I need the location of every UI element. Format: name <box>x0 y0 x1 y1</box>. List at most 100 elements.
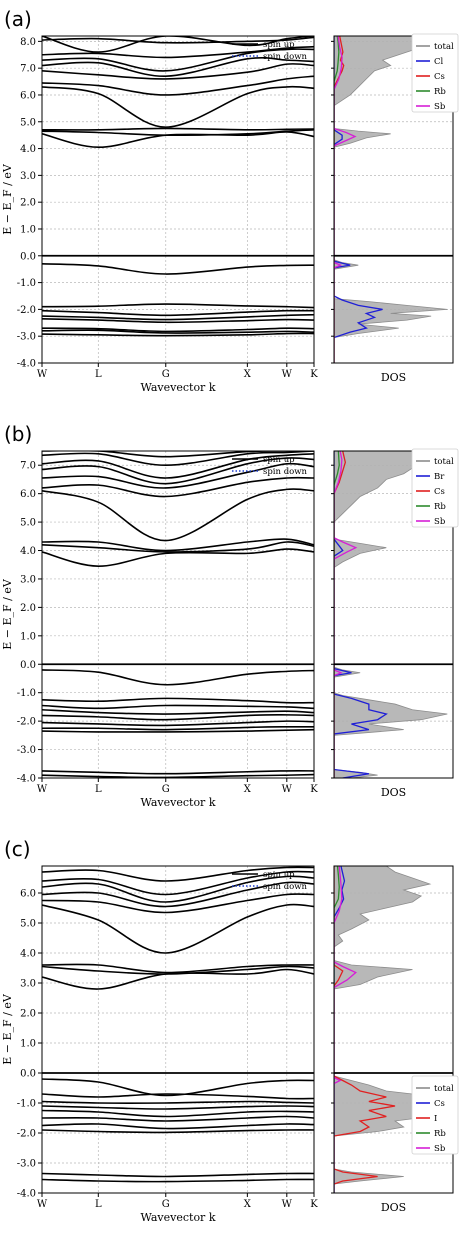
dos-partial-cl <box>334 36 383 339</box>
y-tick-label: 2.0 <box>20 1009 36 1020</box>
y-tick-label: 6.0 <box>20 90 36 101</box>
band-line <box>42 968 314 990</box>
y-tick-label: 0.0 <box>20 1069 36 1080</box>
band-line <box>42 870 314 896</box>
dos-partial-sb <box>334 866 357 1193</box>
band-line <box>42 1105 314 1110</box>
dos-axes-frame <box>333 35 454 364</box>
band-line <box>42 669 314 686</box>
band-legend: spin up spin down <box>232 40 308 62</box>
band-line <box>42 903 314 954</box>
dos-legend: total Cl Cs Rb Sb <box>411 33 459 113</box>
dos-legend-label: Rb <box>434 502 446 512</box>
band-legend-label: spin down <box>263 467 308 477</box>
bands <box>42 451 314 778</box>
band-line <box>42 317 314 324</box>
y-tick-label: -3.0 <box>17 332 36 343</box>
band-line <box>42 714 314 721</box>
y-tick-label: 1.0 <box>20 1039 36 1050</box>
band-line <box>42 881 314 908</box>
band-legend-label: spin up <box>263 40 295 50</box>
band-legend-label: spin down <box>263 52 308 62</box>
band-line <box>42 1093 314 1100</box>
dos-legend-box <box>411 33 459 113</box>
y-tick-label: 5.0 <box>20 518 36 529</box>
panel-label: (c) <box>4 837 31 861</box>
y-tick-label: 1.0 <box>20 224 36 235</box>
band-line <box>42 329 314 334</box>
y-tick-label: -3.0 <box>17 1159 36 1170</box>
band-axes-frame <box>41 35 315 364</box>
k-point-label: X <box>244 369 252 380</box>
y-tick-label: -4.0 <box>17 774 36 785</box>
band-line <box>42 875 314 903</box>
k-point-label: K <box>310 784 318 795</box>
dos-legend-label: total <box>434 457 454 467</box>
band-line <box>42 1115 314 1122</box>
dos-partial-br <box>334 451 388 778</box>
dos-partial-rb <box>334 866 340 1193</box>
band-line <box>42 45 314 59</box>
band-line <box>42 893 314 914</box>
x-axis-label: Wavevector k <box>141 381 216 394</box>
band-legend-label: spin up <box>263 455 295 465</box>
k-point-label: X <box>244 1199 252 1210</box>
dos-legend-label: Cl <box>434 57 444 67</box>
band-line <box>42 63 314 80</box>
y-tick-label: -4.0 <box>17 359 36 370</box>
band-line <box>42 773 314 778</box>
band-line <box>42 36 314 44</box>
k-point-label: X <box>244 784 252 795</box>
band-line <box>42 704 314 710</box>
panel-c-svg: (c) -4.0 -3.0 -2.0 -1.0 0.0 1.0 2.0 3.0 4.0 5.0 6.0… <box>1 837 459 1224</box>
band-line <box>42 708 314 715</box>
y-tick-label: -1.0 <box>17 278 36 289</box>
dos-legend-box <box>411 1075 459 1155</box>
y-tick-label: 1.0 <box>20 631 36 642</box>
dos-legend-label: total <box>434 42 454 52</box>
dos-axes-frame <box>333 865 454 1194</box>
band-line <box>42 85 314 128</box>
y-tick-label: -2.0 <box>17 1129 36 1140</box>
band-line <box>42 866 314 882</box>
band-line <box>42 1123 314 1130</box>
k-point-label: W <box>37 1199 48 1210</box>
band-line <box>42 1078 314 1097</box>
y-tick-label: -1.0 <box>17 1099 36 1110</box>
dos-curves <box>334 36 448 363</box>
band-line <box>42 965 314 975</box>
y-tick-label: 3.0 <box>20 574 36 585</box>
bands <box>42 866 314 1183</box>
panel-a: (a) -4.0 -3.0 -2.0 -1.0 0.0 1.0 2.0 3.0 4.0 5.0 6.0… <box>0 0 474 415</box>
k-point-label: K <box>310 1199 318 1210</box>
k-point-label: W <box>282 369 293 380</box>
dos-curves <box>334 451 448 778</box>
dos-legend-label: total <box>434 1084 454 1094</box>
y-tick-label: 4.0 <box>20 546 36 557</box>
dos-axes-frame <box>333 450 454 779</box>
band-line <box>42 725 314 731</box>
y-tick-label: 3.0 <box>20 171 36 182</box>
dos-legend-label: Sb <box>434 1144 446 1154</box>
band-line <box>42 462 314 489</box>
dos-legend: total Br Cs Rb Sb <box>411 448 459 528</box>
panel-label: (b) <box>4 422 32 446</box>
band-legend-label: spin up <box>263 870 295 880</box>
dos-partial-cs <box>334 866 346 1193</box>
band-legend-label: spin down <box>263 882 308 892</box>
y-tick-label: -1.0 <box>17 688 36 699</box>
y-tick-label: 6.0 <box>20 889 36 900</box>
k-point-label: W <box>282 784 293 795</box>
panel-a-svg: (a) -4.0 -3.0 -2.0 -1.0 0.0 1.0 2.0 3.0 4.0 5.0 6.0… <box>1 7 459 394</box>
band-line <box>42 1178 314 1183</box>
dos-partial-rb <box>334 451 340 778</box>
band-line <box>42 1172 314 1178</box>
band-line <box>42 129 314 137</box>
dos-partial-cs <box>334 451 347 778</box>
band-axes-frame <box>41 865 315 1194</box>
panel-c: (c) -4.0 -3.0 -2.0 -1.0 0.0 1.0 2.0 3.0 4.0 5.0 6.0… <box>0 830 474 1245</box>
y-tick-label: 6.0 <box>20 489 36 500</box>
y-tick-label: 8.0 <box>20 37 36 48</box>
band-line <box>42 728 314 733</box>
bands <box>42 36 314 337</box>
